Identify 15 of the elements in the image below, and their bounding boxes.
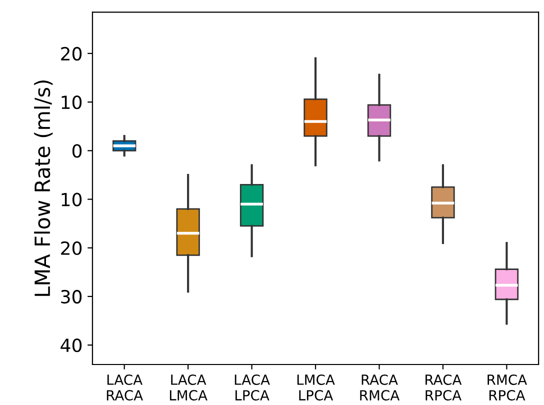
y-axis-title: LMA Flow Rate (ml/s) [34,80,53,296]
y-tick-label: 20 [61,46,82,61]
y-tick-label: 10 [62,96,82,110]
x-tick-label: LACA LMCA [170,374,208,401]
y-tick-label: 10 [62,192,82,206]
x-tick-label: LACA RACA [106,374,144,401]
x-tick-label: RMCA RPCA [488,374,527,401]
x-tick-label: RACA RMCA [360,374,400,401]
x-tick-label: RACA RPCA [426,374,462,401]
y-tick-label: 0 [72,144,82,158]
x-tick-label: LMCA LPCA [297,374,335,401]
y-tick-label: 30 [61,290,82,304]
x-tick-label: LACA LPCA [234,374,270,401]
y-tick-label: 20 [61,241,82,255]
y-tick-label: 40 [60,338,82,352]
